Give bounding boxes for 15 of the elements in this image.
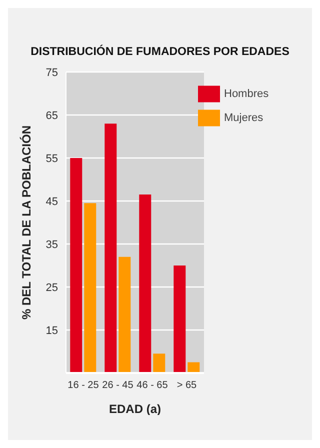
y-tick-label: 45 [46,196,58,208]
chart-title: DISTRIBUCIÓN DE FUMADORES POR EDADES [30,46,290,58]
y-axis-title: % DEL TOTAL DE LA POBLACIÓN [19,125,34,320]
y-tick-label: 55 [46,152,58,165]
legend-label: Hombres [224,88,269,100]
y-tick-label: 25 [46,282,58,294]
y-tick-label: 15 [46,324,58,337]
y-tick-label: 75 [46,66,58,79]
x-tick-label: > 65 [176,380,198,392]
y-tick-label: 35 [46,238,58,251]
x-tick-label: 26 - 45 [102,380,134,392]
x-tick-label: 46 - 65 [136,380,168,392]
y-tick-label: 65 [46,110,58,122]
x-tick-label: 16 - 25 [68,380,100,392]
legend-label: Mujeres [224,112,264,124]
